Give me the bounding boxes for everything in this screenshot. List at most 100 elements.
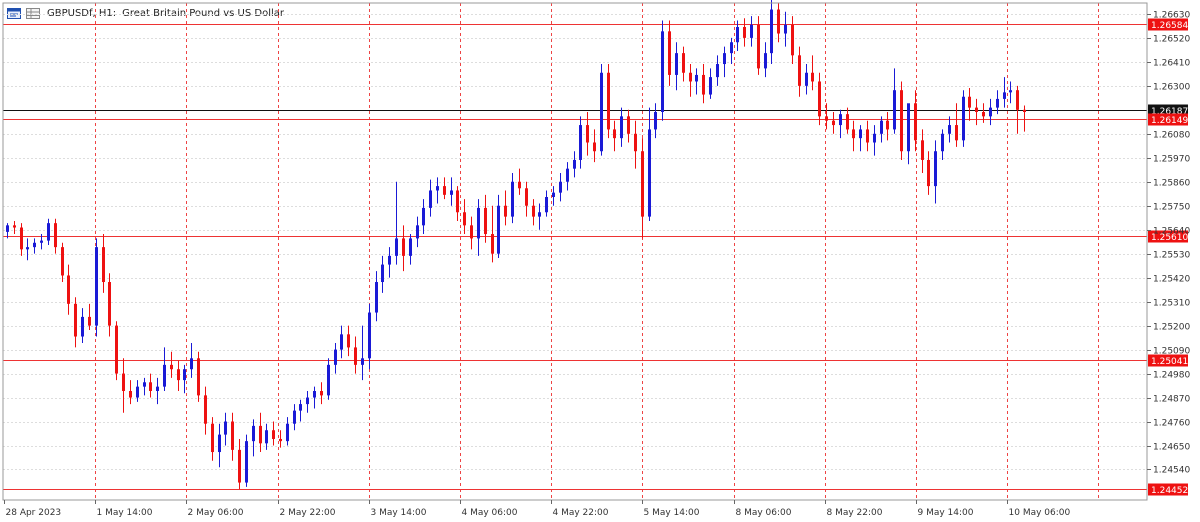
candle	[470, 216, 473, 250]
candle	[95, 238, 98, 337]
candle-body	[299, 404, 302, 411]
candle	[907, 103, 910, 165]
candle	[900, 81, 903, 160]
candle-body	[975, 107, 978, 112]
candle	[661, 20, 664, 121]
candle	[279, 430, 282, 448]
candle	[511, 173, 514, 224]
candle	[197, 351, 200, 402]
candle-body	[347, 334, 350, 348]
candle-body	[340, 334, 343, 350]
candle-body	[934, 151, 937, 187]
candle-body	[982, 111, 985, 117]
candle-body	[846, 114, 849, 130]
candle-body	[463, 212, 466, 226]
x-tick-label: 8 May 06:00	[736, 508, 792, 518]
candle	[654, 103, 657, 139]
y-tick-label: 1.24760	[1153, 419, 1190, 429]
candle	[648, 107, 651, 221]
candle-body	[811, 72, 814, 82]
candle-body	[873, 133, 876, 143]
candle-body	[770, 9, 773, 54]
candle-body	[204, 395, 207, 424]
candle-body	[224, 421, 227, 435]
candle	[1023, 105, 1026, 132]
y-tick-label: 1.25310	[1153, 299, 1190, 309]
candle-body	[81, 316, 84, 337]
plot-frame	[2, 2, 1148, 501]
candle-body	[764, 53, 767, 69]
candle	[873, 125, 876, 156]
candle	[416, 216, 419, 248]
symbol-description: Great Britain Pound vs US Dollar	[122, 7, 285, 19]
x-tick-label: 2 May 22:00	[280, 508, 336, 518]
y-tick-label: 1.26080	[1153, 131, 1190, 141]
candle	[327, 358, 330, 400]
candle	[259, 412, 262, 453]
candle-body	[456, 190, 459, 213]
candle	[716, 55, 719, 86]
candle	[422, 199, 425, 235]
candle-body	[736, 26, 739, 43]
chart-window-icon[interactable]	[6, 7, 22, 19]
x-tick-label: 8 May 22:00	[827, 508, 883, 518]
candle-body	[907, 103, 910, 152]
candles	[6, 0, 1026, 490]
candle	[450, 177, 453, 206]
candle-body	[436, 186, 439, 191]
candle	[818, 72, 821, 126]
candle-body	[613, 129, 616, 139]
candle	[743, 18, 746, 47]
candle-body	[859, 129, 862, 139]
candle-body	[190, 358, 193, 370]
candle	[33, 238, 36, 254]
symbol-grid-icon[interactable]	[25, 7, 41, 19]
candle-body	[948, 125, 951, 134]
candle	[156, 377, 159, 405]
candle	[88, 303, 91, 330]
candle	[613, 120, 616, 152]
candle-body	[265, 430, 268, 444]
candle	[40, 234, 43, 250]
candle-body	[880, 120, 883, 134]
candle	[347, 325, 350, 357]
symbol-label: GBPUSDf, H1:	[47, 7, 117, 19]
candle	[832, 111, 835, 134]
candle	[183, 364, 186, 394]
x-tick-label: 4 May 06:00	[462, 508, 518, 518]
candle-body	[429, 190, 432, 208]
candle-body	[156, 386, 159, 392]
candle-body	[6, 225, 9, 232]
candle-body	[695, 74, 698, 82]
candle-body	[388, 255, 391, 265]
candle-body	[1003, 92, 1006, 99]
candle	[211, 417, 214, 461]
candle	[989, 98, 992, 126]
candle-body	[252, 425, 255, 442]
candle	[675, 42, 678, 91]
candle	[525, 181, 528, 217]
candle	[313, 386, 316, 409]
candle	[968, 88, 971, 121]
candle-body	[989, 107, 992, 117]
x-tick-label: 1 May 14:00	[97, 508, 153, 518]
candle-body	[450, 190, 453, 195]
candle	[593, 129, 596, 163]
candle	[893, 68, 896, 134]
candle	[695, 68, 698, 95]
candle	[429, 179, 432, 217]
candle	[798, 46, 801, 97]
candle-body	[218, 434, 221, 453]
candle-body	[607, 72, 610, 130]
candle	[463, 199, 466, 235]
candle	[641, 138, 644, 239]
candle-body	[511, 181, 514, 217]
candle-body	[443, 186, 446, 195]
candle	[607, 64, 610, 139]
candle	[962, 90, 965, 147]
level-price-tag	[1148, 354, 1188, 367]
candle	[272, 421, 275, 446]
candle	[791, 16, 794, 65]
